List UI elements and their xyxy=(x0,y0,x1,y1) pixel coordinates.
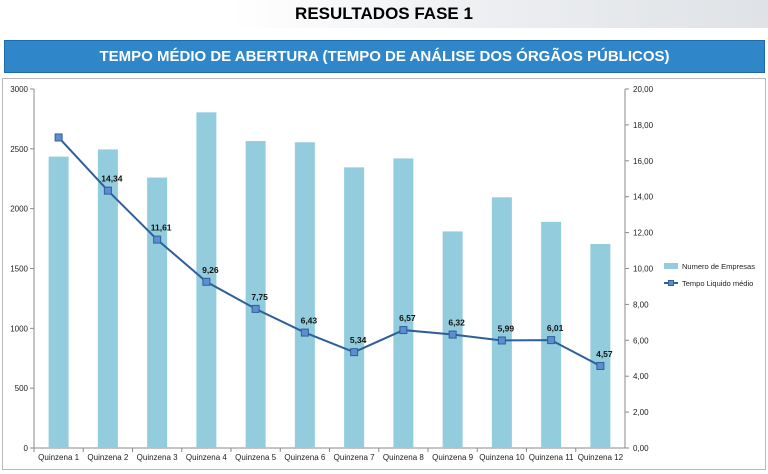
data-label: 9,26 xyxy=(202,265,219,275)
y2-tick-label: 16,00 xyxy=(633,157,654,166)
data-label: 5,99 xyxy=(498,323,515,333)
y2-tick-label: 4,00 xyxy=(633,372,649,381)
y2-tick-label: 6,00 xyxy=(633,336,649,345)
legend-label: Numero de Empresas xyxy=(682,262,755,271)
data-label: 6,43 xyxy=(301,316,318,326)
y-tick-label: 2000 xyxy=(10,205,28,214)
bar xyxy=(97,149,118,448)
bar xyxy=(147,177,168,448)
x-tick-label: Quinzena 12 xyxy=(578,453,624,462)
page-heading: RESULTADOS FASE 1 xyxy=(0,0,768,28)
chart-banner: TEMPO MÉDIO DE ABERTURA (TEMPO DE ANÁLIS… xyxy=(4,40,765,73)
bar xyxy=(442,231,463,448)
line-point xyxy=(300,328,309,337)
line-point xyxy=(596,361,605,370)
y2-tick-label: 10,00 xyxy=(633,265,654,274)
data-label: 11,61 xyxy=(151,223,172,233)
y-tick-label: 500 xyxy=(15,384,29,393)
data-label: 6,01 xyxy=(547,323,564,333)
legend-swatch-marker xyxy=(668,280,674,286)
x-tick-label: Quinzena 7 xyxy=(334,453,375,462)
x-tick-label: Quinzena 3 xyxy=(137,453,178,462)
line-point xyxy=(251,304,260,313)
line-point xyxy=(202,277,211,286)
x-tick-label: Quinzena 4 xyxy=(186,453,227,462)
legend-label: Tempo Liquido médio xyxy=(682,279,753,288)
bar xyxy=(491,197,512,448)
y2-tick-label: 2,00 xyxy=(633,408,649,417)
bar xyxy=(541,221,562,448)
x-tick-label: Quinzena 10 xyxy=(479,453,525,462)
y-tick-label: 1500 xyxy=(10,265,28,274)
line-point xyxy=(399,326,408,335)
x-tick-label: Quinzena 1 xyxy=(38,453,79,462)
y-tick-label: 0 xyxy=(24,444,29,453)
y-tick-label: 3000 xyxy=(10,85,28,94)
data-label: 6,57 xyxy=(399,313,416,323)
y2-tick-label: 8,00 xyxy=(633,300,649,309)
bar xyxy=(590,243,611,448)
line-point xyxy=(448,330,457,339)
combo-chart: 0 500 1000 1500 2000 2500 3000 0,00 2,00 4,00 6,00… xyxy=(10,85,755,462)
banner-title: TEMPO MÉDIO DE ABERTURA (TEMPO DE ANÁLIS… xyxy=(99,48,670,65)
bar xyxy=(294,142,315,449)
y2-tick-label: 12,00 xyxy=(633,229,654,238)
legend-swatch-bars xyxy=(664,263,678,269)
y2-tick-label: 18,00 xyxy=(633,121,654,130)
bar xyxy=(344,167,365,449)
x-tick-label: Quinzena 11 xyxy=(529,453,574,462)
bar xyxy=(393,158,414,448)
line-point xyxy=(153,235,162,244)
page-title: RESULTADOS FASE 1 xyxy=(295,4,473,23)
series-line xyxy=(57,136,601,367)
y-tick-label: 1000 xyxy=(10,324,28,333)
line-point xyxy=(350,348,359,357)
data-label: 7,75 xyxy=(251,292,268,302)
y-tick-label: 2500 xyxy=(10,145,28,154)
x-tick-label: Quinzena 5 xyxy=(235,453,276,462)
y2-tick-label: 20,00 xyxy=(633,85,654,94)
y2-tick-label: 14,00 xyxy=(633,193,654,202)
line-point xyxy=(497,336,506,345)
data-label: 6,32 xyxy=(448,318,465,328)
x-tick-label: Quinzena 8 xyxy=(383,453,424,462)
data-label: 5,34 xyxy=(350,335,367,345)
line-point xyxy=(103,186,112,195)
y2-tick-label: 0,00 xyxy=(633,444,649,453)
line-point xyxy=(547,336,556,345)
x-tick-label: Quinzena 2 xyxy=(87,453,128,462)
x-tick-label: Quinzena 6 xyxy=(284,453,325,462)
data-label: 14,34 xyxy=(101,174,123,184)
bar xyxy=(245,141,266,448)
line-point xyxy=(54,133,63,142)
bar xyxy=(48,156,69,448)
data-label: 4,57 xyxy=(596,349,613,359)
chart-frame: 0 500 1000 1500 2000 2500 3000 0,00 2,00 4,00 6,00… xyxy=(2,78,766,470)
x-tick-label: Quinzena 9 xyxy=(432,453,473,462)
